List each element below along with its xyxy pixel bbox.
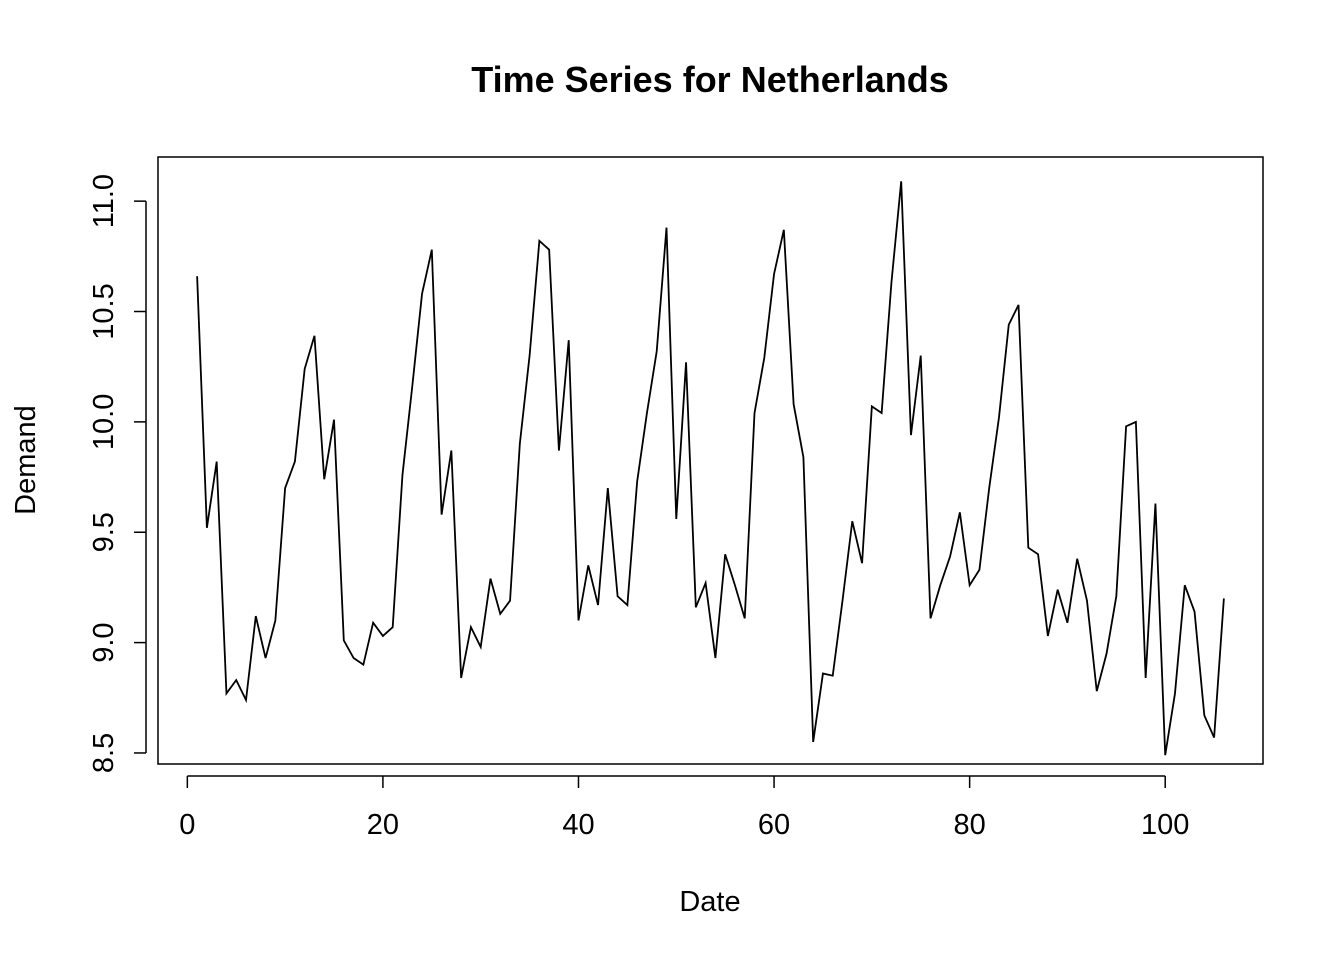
x-tick-label: 60 xyxy=(758,809,790,841)
y-axis-label: Demand xyxy=(10,405,42,515)
plot-frame xyxy=(157,156,1264,765)
y-axis: 8.5 9.0 9.5 10.0 10.5 11.0 xyxy=(88,174,147,773)
x-axis: 0 20 40 60 80 100 xyxy=(179,775,1189,841)
y-tick-label: 10.5 xyxy=(88,283,120,339)
x-axis-label: Date xyxy=(679,886,740,918)
x-tick-label: 40 xyxy=(562,809,594,841)
x-tick-label: 100 xyxy=(1141,809,1189,841)
y-tick-label: 11.0 xyxy=(88,174,120,228)
y-tick-label: 9.0 xyxy=(88,622,120,662)
y-tick-label: 10.0 xyxy=(88,394,120,450)
chart-title: Time Series for Netherlands xyxy=(471,59,949,100)
x-tick-label: 80 xyxy=(954,809,986,841)
demand-series-line xyxy=(196,181,1225,756)
x-tick-label: 20 xyxy=(367,809,399,841)
x-tick-label: 0 xyxy=(179,809,195,841)
y-tick-label: 9.5 xyxy=(88,512,120,552)
y-tick-label: 8.5 xyxy=(88,733,120,773)
